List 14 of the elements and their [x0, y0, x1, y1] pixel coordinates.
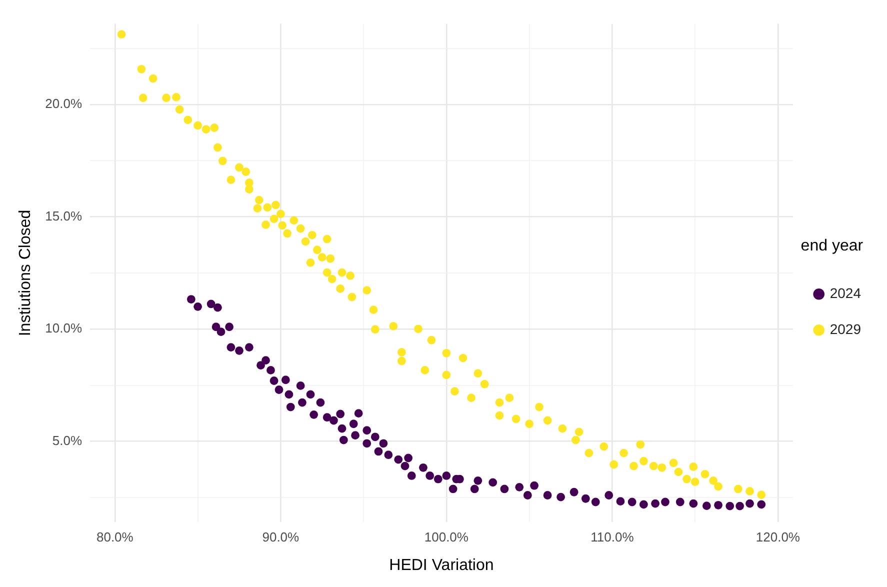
y-tick-label: 10.0%	[45, 320, 82, 336]
x-tick-label: 90.0%	[262, 530, 300, 545]
x-axis-title: HEDI Variation	[389, 556, 494, 574]
y-tick-label: 5.0%	[52, 432, 82, 448]
y-tick-label: 20.0%	[45, 96, 82, 112]
legend-label: 2029	[830, 320, 862, 337]
x-tick-label: 120.0%	[756, 530, 800, 545]
y-tick-label: 15.0%	[45, 208, 82, 224]
x-tick-label: 80.0%	[96, 530, 134, 545]
y-axis-title: Instiutions Closed	[17, 210, 34, 336]
x-tick-label: 110.0%	[590, 530, 634, 545]
legend-label: 2024	[830, 284, 862, 301]
x-tick-label: 100.0%	[424, 530, 469, 545]
legend-title: end year	[800, 237, 864, 254]
